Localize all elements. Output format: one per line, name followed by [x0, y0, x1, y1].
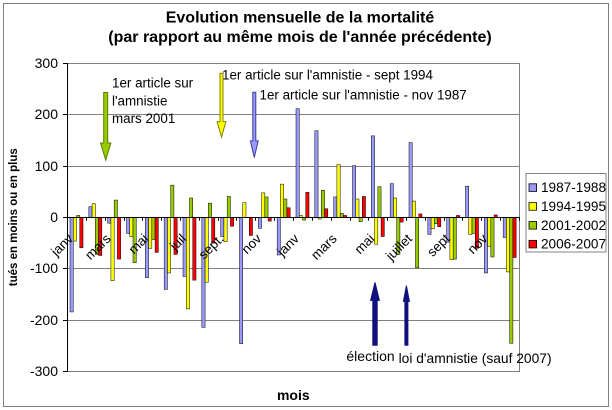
svg-text:(par rapport au même mois de l: (par rapport au même mois de l'année pré… [108, 29, 491, 46]
svg-text:loi d'amnistie (sauf 2007): loi d'amnistie (sauf 2007) [399, 351, 552, 366]
svg-text:mars 2001: mars 2001 [112, 111, 175, 126]
svg-text:1987-1988: 1987-1988 [541, 180, 606, 195]
svg-text:l'amnistie: l'amnistie [112, 93, 167, 108]
svg-text:1er article sur l'amnistie - s: 1er article sur l'amnistie - sept 1994 [222, 68, 434, 83]
svg-text:tués en moins ou en plus: tués en moins ou en plus [8, 148, 20, 286]
svg-text:-100: -100 [30, 260, 58, 276]
svg-text:-200: -200 [30, 312, 58, 328]
svg-text:300: 300 [35, 55, 59, 71]
svg-text:-300: -300 [30, 363, 58, 379]
svg-text:1994-1995: 1994-1995 [541, 199, 606, 214]
svg-text:100: 100 [35, 158, 59, 174]
svg-text:mois: mois [277, 387, 310, 403]
svg-text:2006-2007: 2006-2007 [541, 237, 606, 252]
svg-text:1er article sur: 1er article sur [112, 76, 194, 91]
svg-text:1er article sur l'amnistie - n: 1er article sur l'amnistie - nov 1987 [260, 88, 467, 103]
svg-text:Evolution mensuelle de la mort: Evolution mensuelle de la mortalité [166, 10, 435, 27]
svg-text:200: 200 [35, 106, 59, 122]
svg-text:élection: élection [346, 348, 394, 364]
svg-text:2001-2002: 2001-2002 [541, 218, 606, 233]
svg-text:0: 0 [50, 209, 58, 225]
